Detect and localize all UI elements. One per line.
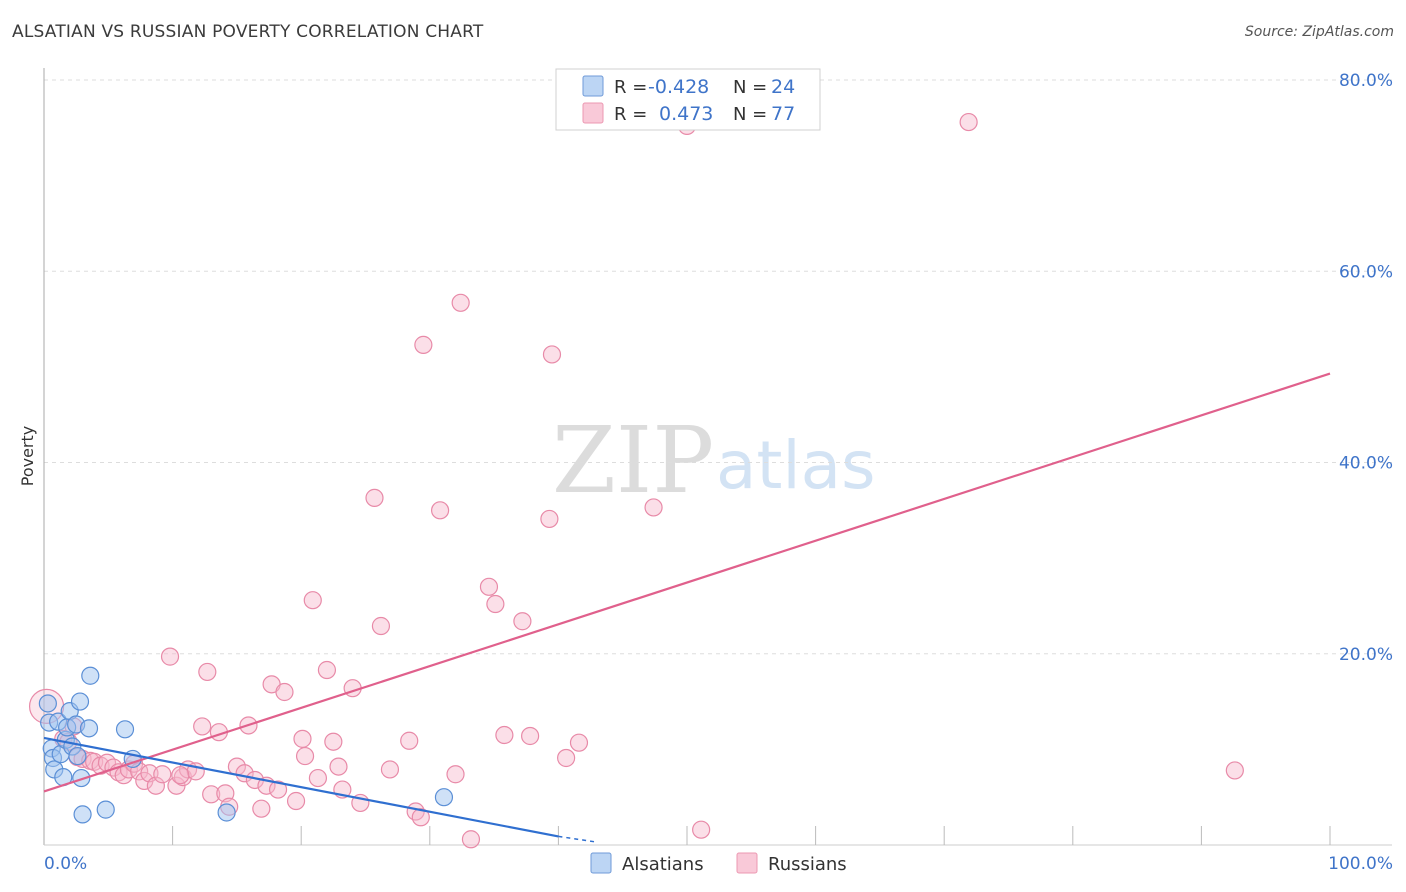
alsatian-r-value: -0.428: [648, 76, 709, 98]
trend-lines: [43, 372, 1331, 843]
chart-title: ALSATIAN VS RUSSIAN POVERTY CORRELATION …: [12, 22, 484, 42]
alsatian-n-label: N =: [733, 77, 767, 98]
alsatian-point-23: [434, 788, 454, 807]
alsatian-trend-line: [43, 736, 559, 838]
russian-r-value: 0.473: [659, 103, 713, 125]
stats-legend: R = -0.428 N = 24 R = 0.473 N = 77: [555, 68, 821, 131]
russian-point-65: [513, 612, 532, 631]
alsatian-point-0: [38, 694, 57, 713]
russian-point-63: [486, 594, 505, 614]
russian-point-66: [521, 726, 540, 746]
russian-point-35: [252, 799, 271, 818]
russian-point-39: [275, 682, 294, 702]
russian-point-44: [308, 768, 328, 788]
y-tick-label-20: 20.0%: [1339, 645, 1393, 665]
alsatian-point-17: [79, 719, 99, 738]
russian-point-47: [329, 757, 348, 776]
alsatian-point-19: [96, 800, 115, 819]
watermark: ZIP atlas: [552, 407, 876, 514]
y-axis-title: Poverty: [18, 426, 37, 487]
series-legend: Alsatians Russians: [590, 852, 847, 875]
russian-point-58: [430, 501, 450, 520]
russian-point-42: [295, 746, 315, 766]
y-tick-label-80: 80.0%: [1339, 71, 1393, 91]
russian-point-69: [557, 748, 576, 768]
russian-r-label: R =: [614, 104, 647, 125]
russian-point-18: [146, 776, 165, 795]
russian-n-value: 77: [771, 103, 795, 125]
russian-point-54: [400, 731, 419, 750]
russian-point-60: [451, 293, 470, 312]
y-tick-label-60: 60.0%: [1339, 262, 1393, 282]
russian-trend-line: [43, 372, 1331, 793]
russian-point-20: [160, 647, 180, 666]
russian-point-64: [495, 725, 514, 745]
russian-n-label: N =: [733, 104, 767, 125]
grid-lines: [44, 79, 1392, 655]
alsatian-n-value: 24: [771, 76, 795, 98]
russian-point-29: [216, 784, 235, 803]
x-tick-label-max: 100.0%: [1328, 854, 1393, 874]
alsatian-r-label: R =: [614, 77, 647, 98]
russian-point-38: [268, 780, 288, 799]
russian-point-62: [479, 577, 499, 596]
russian-point-41: [293, 729, 312, 748]
alsatian-point-14: [70, 692, 90, 711]
legend-russians-swatch: [736, 852, 758, 874]
russian-point-76: [171, 766, 190, 785]
russian-point-52: [371, 616, 391, 636]
alsatian-trend-extension: [558, 835, 598, 843]
source-label: Source: ZipAtlas.com: [1244, 24, 1394, 40]
russian-point-43: [303, 591, 322, 610]
alsatian-point-20: [115, 720, 135, 739]
x-tick-label-min: 0.0%: [44, 854, 87, 874]
russian-point-75: [1225, 761, 1244, 780]
russian-point-51: [365, 488, 384, 507]
alsatian-swatch: [582, 75, 604, 97]
alsatian-point-22: [217, 803, 236, 822]
russian-point-74: [959, 112, 978, 132]
alsatian-point-13: [68, 746, 87, 766]
russian-point-59: [446, 765, 465, 784]
russian-point-46: [324, 732, 343, 751]
russian-swatch: [582, 102, 604, 124]
russian-point-19: [153, 765, 172, 784]
alsatian-point-15: [72, 768, 91, 788]
watermark-zip: ZIP: [552, 407, 714, 514]
russian-point-40: [286, 791, 306, 811]
russian-point-70: [569, 733, 589, 752]
y-axis-tick-labels: 20.0% 40.0% 60.0% 80.0%: [1339, 71, 1393, 665]
alsatian-point-18: [81, 666, 100, 685]
alsatian-points: [38, 666, 454, 824]
russian-point-56: [411, 808, 430, 827]
legend-alsatians-label: Alsatians: [622, 854, 704, 875]
russian-point-25: [193, 717, 212, 736]
russian-point-26: [198, 662, 217, 682]
x-axis-ticks: [172, 826, 1331, 845]
russian-point-53: [380, 760, 400, 779]
alsatian-point-16: [73, 805, 92, 824]
russian-point-71: [644, 498, 663, 517]
watermark-atlas: atlas: [716, 427, 876, 504]
legend-russians-label: Russians: [768, 854, 847, 875]
russian-point-27: [202, 785, 221, 804]
russian-point-61: [461, 830, 481, 849]
russian-point-73: [692, 820, 711, 839]
y-tick-label-40: 40.0%: [1339, 454, 1393, 474]
legend-alsatians-swatch: [590, 852, 612, 874]
russian-point-68: [542, 345, 562, 364]
russian-point-45: [317, 660, 337, 680]
russian-point-67: [540, 509, 559, 529]
russian-point-57: [414, 335, 433, 354]
